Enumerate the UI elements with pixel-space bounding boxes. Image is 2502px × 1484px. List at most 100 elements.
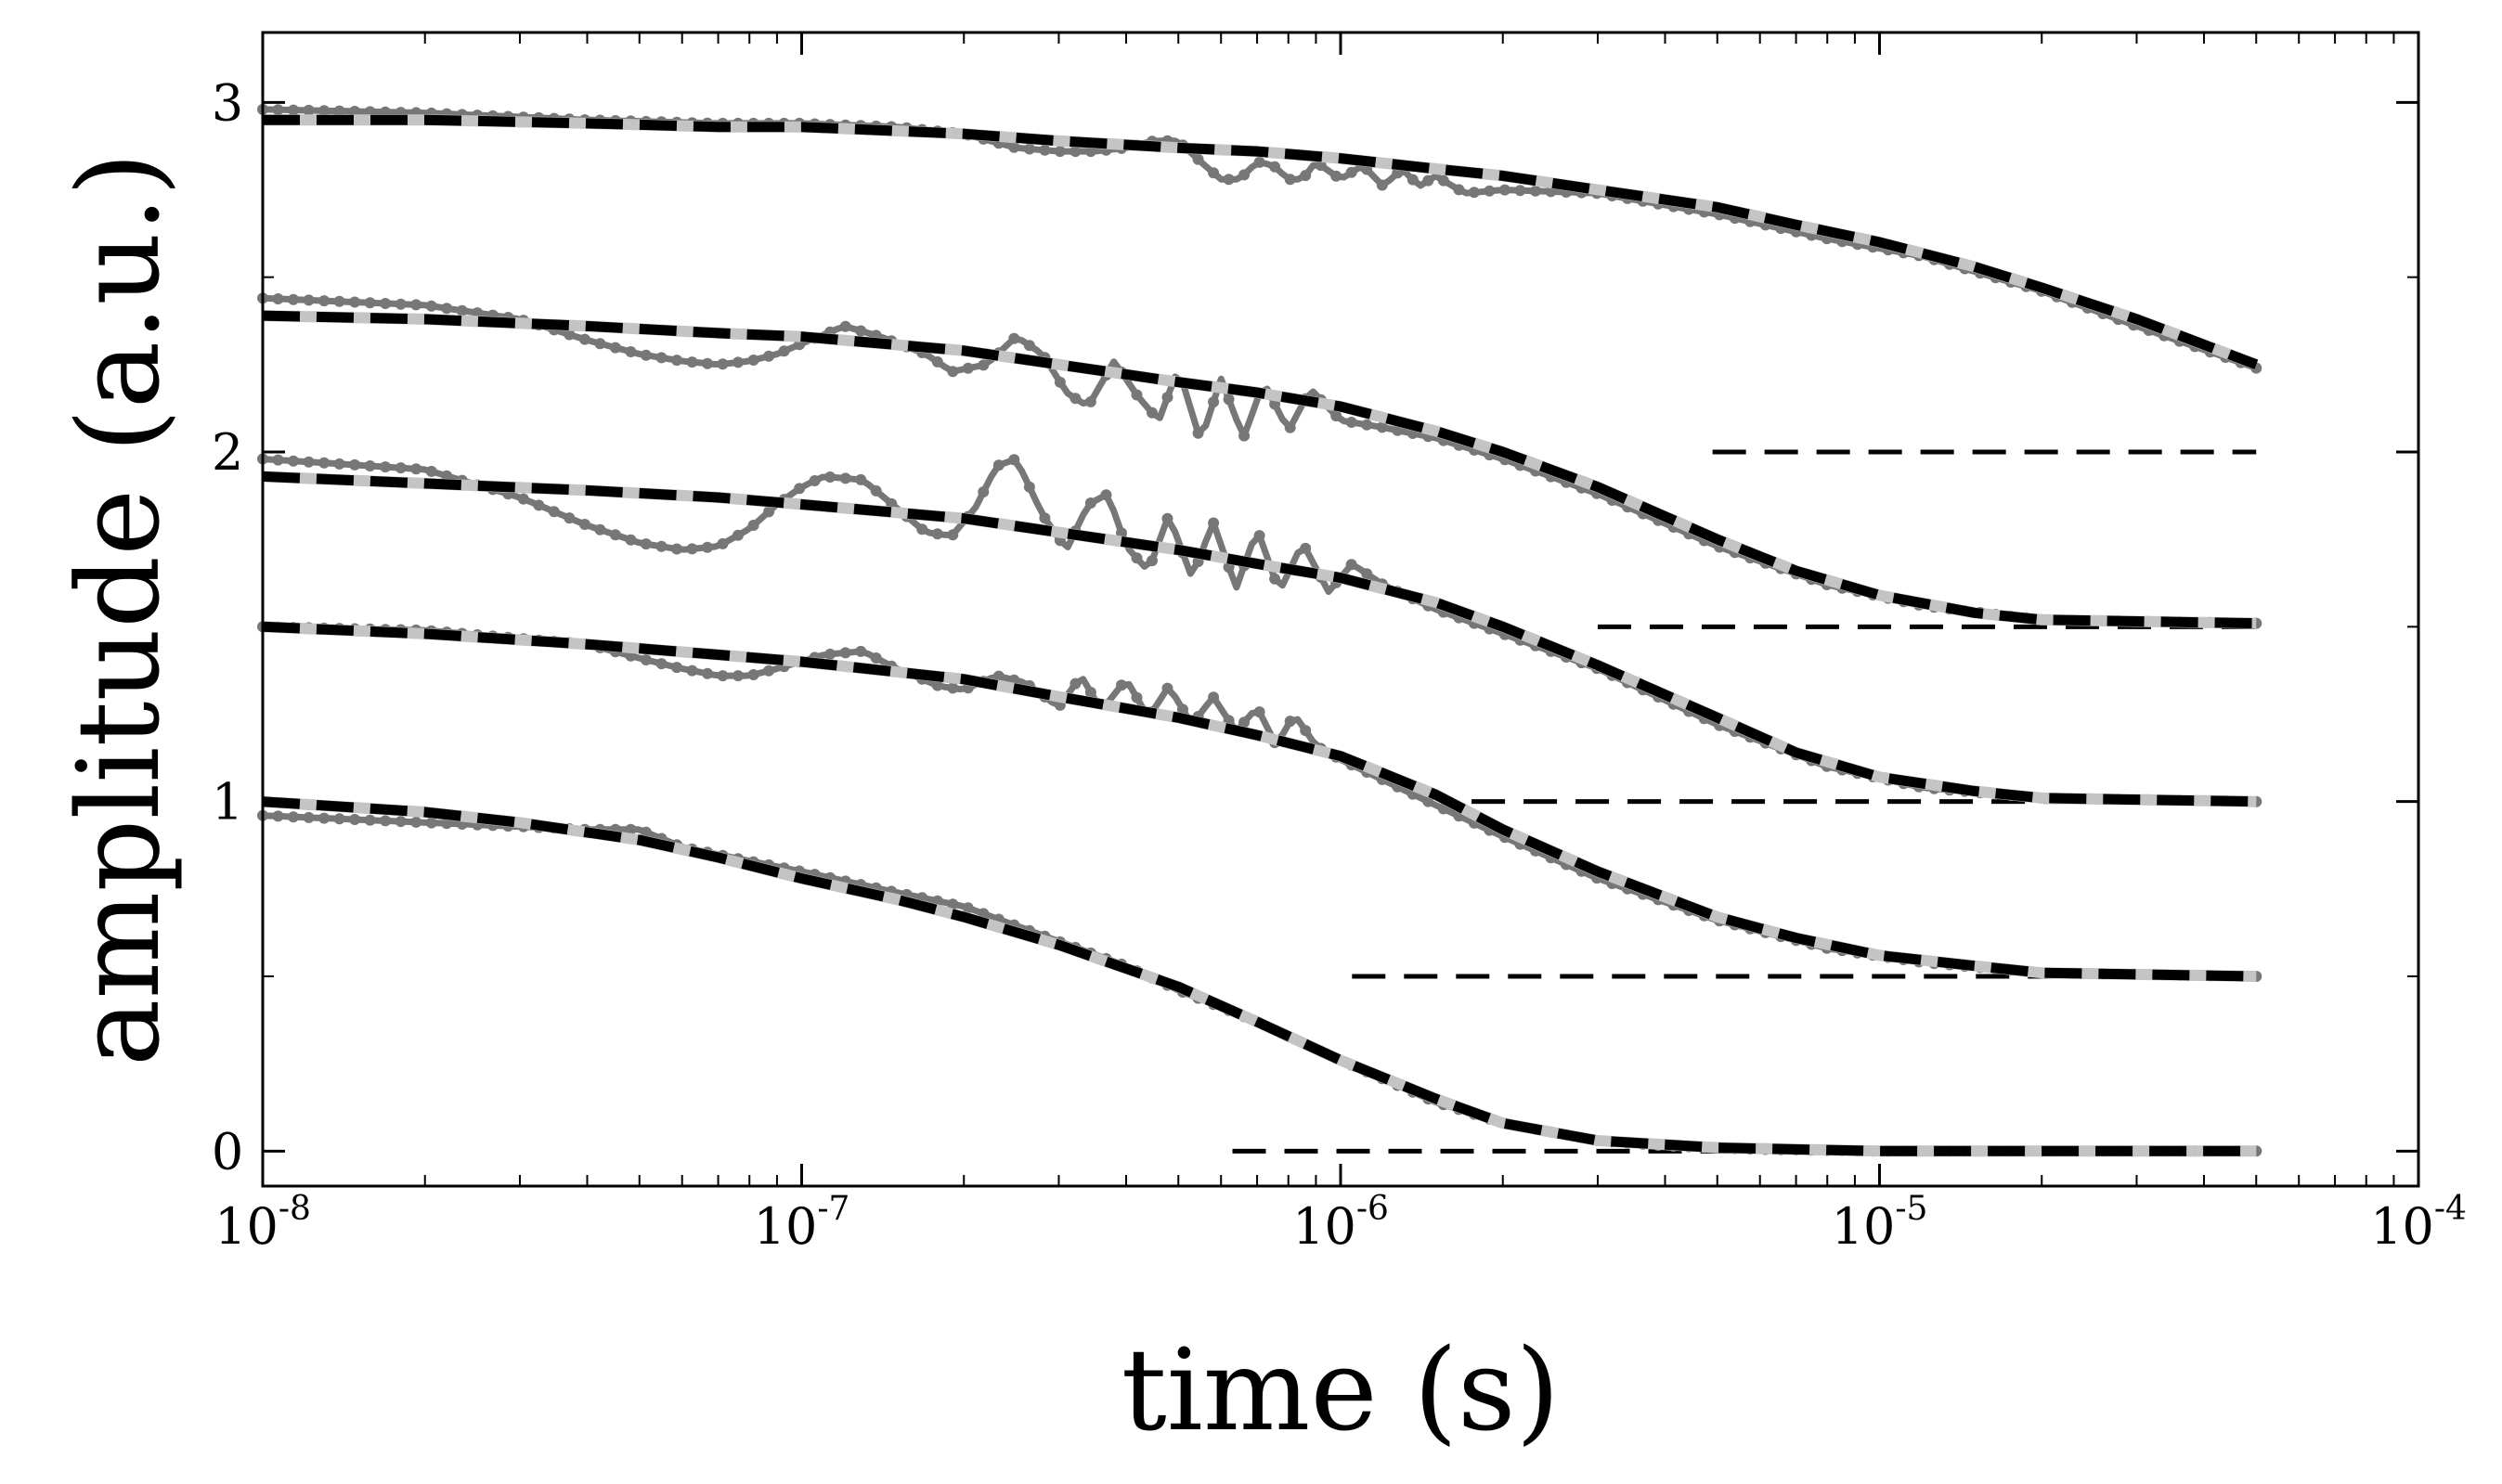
x-tick-label: 10-8: [214, 1190, 311, 1256]
data-point: [349, 296, 361, 308]
data-point: [1208, 517, 1220, 529]
data-point: [303, 294, 315, 306]
data-point: [1238, 716, 1251, 729]
data-point: [364, 814, 376, 826]
data-point: [1407, 174, 1419, 186]
data-point: [655, 540, 668, 552]
x-tick-exponent: -8: [279, 1190, 311, 1228]
data-point: [1345, 166, 1357, 178]
x-tick-base: 10: [1832, 1197, 1896, 1256]
data-point: [1223, 174, 1235, 186]
data-point: [655, 352, 668, 364]
y-tick-label: 3: [212, 73, 243, 132]
data-point: [1023, 143, 1035, 155]
data-point: [809, 475, 821, 486]
data-point: [533, 499, 545, 511]
data-point: [686, 356, 698, 368]
data-point: [517, 493, 529, 505]
data-point: [272, 293, 284, 304]
data-point: [425, 300, 437, 312]
data-point: [992, 670, 1005, 682]
data-point: [1070, 393, 1082, 405]
data-point: [794, 483, 806, 495]
x-tick-label: 10-4: [2370, 1190, 2467, 1256]
data-point: [349, 814, 361, 825]
x-tick-base: 10: [1292, 1197, 1356, 1256]
data-point: [1253, 156, 1265, 168]
model-dashed-line: [262, 310, 2257, 629]
data-point: [1269, 573, 1281, 585]
x-tick-label: 10-7: [754, 1190, 850, 1256]
series-curve-0.5: [257, 621, 2262, 982]
data-point: [272, 810, 284, 822]
data-trace: [262, 456, 2257, 806]
data-point: [395, 816, 407, 828]
data-point: [1100, 489, 1112, 501]
data-point: [702, 357, 713, 369]
data-point: [1468, 187, 1480, 199]
x-tick-exponent: -7: [817, 1190, 849, 1228]
data-point: [1039, 512, 1051, 524]
data-point: [931, 679, 943, 691]
data-point: [962, 902, 974, 914]
data-point: [686, 543, 698, 555]
data-point: [947, 682, 959, 694]
data-point: [609, 529, 621, 541]
data-point: [947, 366, 959, 378]
fit-line: [262, 310, 2257, 629]
data-point: [640, 538, 652, 550]
data-point: [349, 458, 361, 471]
plot-area: [257, 103, 2262, 1157]
plot-frame: [261, 31, 2420, 1188]
data-point: [1008, 332, 1020, 344]
data-point: [671, 543, 682, 555]
data-point: [609, 342, 621, 354]
data-point: [1131, 389, 1143, 401]
data-point: [578, 519, 590, 530]
data-point: [441, 303, 453, 315]
data-point: [1300, 170, 1312, 182]
data-point: [1422, 795, 1434, 807]
data-point: [410, 463, 422, 475]
data-point: [778, 345, 790, 357]
data-point: [594, 523, 606, 536]
data-point: [578, 333, 590, 345]
series-curve-1.5: [257, 292, 2262, 629]
data-point: [978, 359, 990, 371]
x-tick-exponent: -6: [1356, 1190, 1389, 1228]
data-trace: [262, 812, 2257, 1155]
data-point: [272, 454, 284, 466]
data-point: [441, 818, 453, 830]
data-point: [916, 523, 928, 536]
data-point: [763, 506, 775, 518]
data-point: [318, 457, 331, 469]
data-point: [303, 104, 315, 116]
data-point: [288, 811, 299, 823]
data-point: [548, 506, 560, 518]
data-point: [1361, 419, 1373, 431]
data-point: [640, 654, 652, 665]
data-point: [1208, 691, 1220, 703]
data-point: [303, 811, 315, 823]
data-point: [564, 512, 576, 524]
data-point: [395, 298, 407, 310]
data-point: [1361, 568, 1373, 580]
data-point: [272, 104, 284, 116]
data-point: [1131, 552, 1143, 564]
data-point: [1284, 421, 1296, 433]
data-point: [1192, 153, 1204, 165]
data-point: [655, 658, 668, 670]
data-point: [1223, 394, 1235, 406]
data-point: [1345, 417, 1357, 428]
data-point: [1161, 392, 1173, 404]
x-tick-base: 10: [214, 1197, 279, 1256]
x-tick-exponent: -5: [1895, 1190, 1927, 1228]
data-point: [839, 320, 851, 332]
data-point: [1253, 530, 1265, 542]
data-point: [855, 325, 867, 337]
data-point: [303, 456, 315, 468]
data-point: [1300, 725, 1312, 737]
data-point: [1208, 396, 1220, 408]
data-point: [564, 329, 576, 341]
